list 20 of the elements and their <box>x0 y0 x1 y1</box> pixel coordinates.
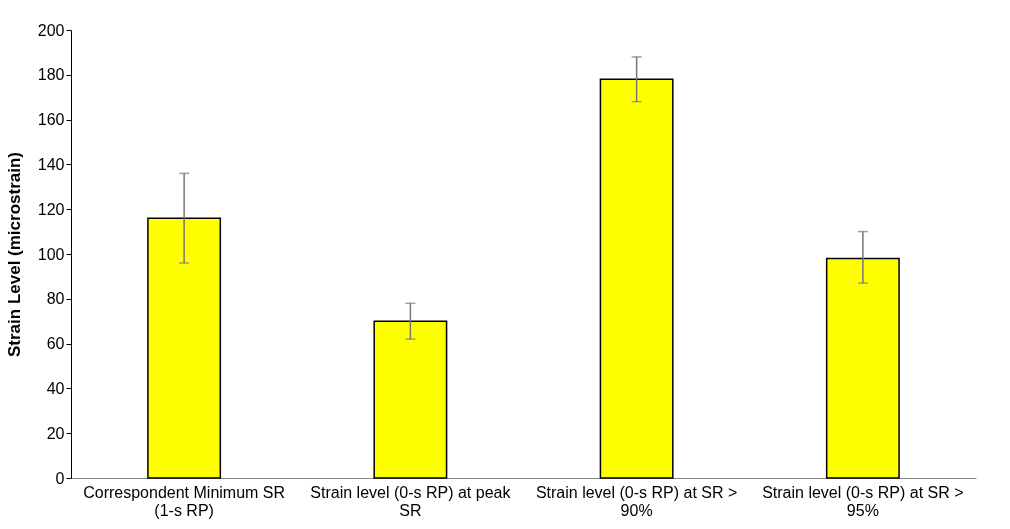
bar <box>147 217 222 479</box>
x-tick-label: Correspondent Minimum SR (1-s RP) <box>83 483 286 519</box>
y-tick-label: 120 <box>37 200 65 218</box>
y-tick-label: 160 <box>37 111 65 129</box>
y-tick-label: 200 <box>37 21 65 39</box>
y-tick-label: 100 <box>37 245 65 263</box>
bar <box>373 320 448 479</box>
y-tick-label: 40 <box>46 379 65 397</box>
x-tick-label: Strain level (0-s RP) at SR > 90% <box>535 483 738 519</box>
y-tick-label: 60 <box>46 335 65 353</box>
y-tick-label: 20 <box>46 424 65 442</box>
y-tick-label: 140 <box>37 155 65 173</box>
x-tick-label: Strain level (0-s RP) at SR > 95% <box>762 483 964 519</box>
x-tick-label: Strain level (0-s RP) at peak SR <box>310 483 512 519</box>
y-axis-title: Strain Level (microstrain) <box>4 151 24 358</box>
bar <box>825 257 900 479</box>
y-tick-label: 180 <box>37 66 65 84</box>
y-tick-label: 80 <box>46 290 65 308</box>
y-tick-label: 0 <box>55 469 65 487</box>
bar <box>599 78 674 479</box>
